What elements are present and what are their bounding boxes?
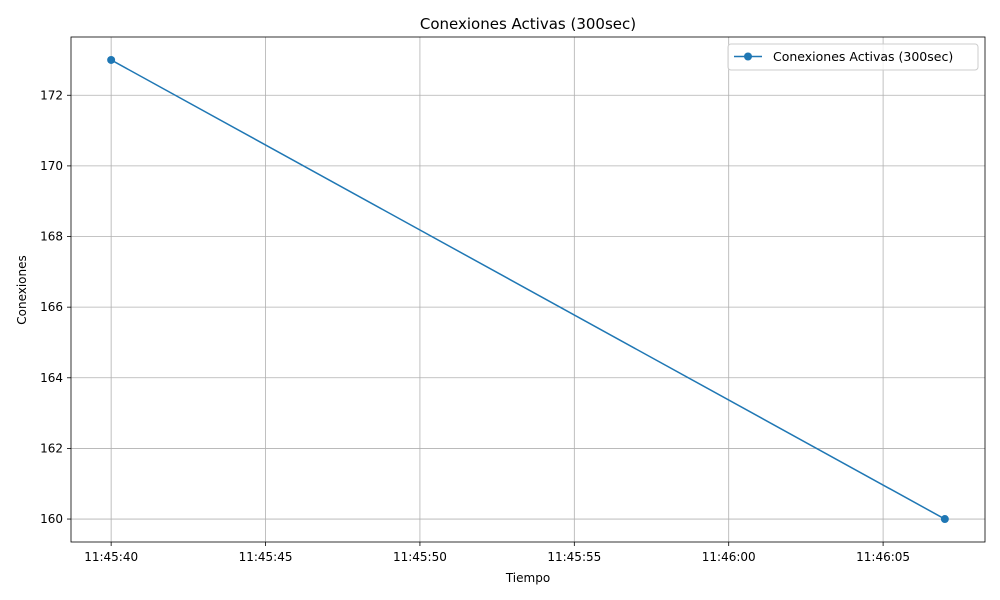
y-tick-label: 166	[40, 300, 63, 314]
x-axis-label: Tiempo	[505, 571, 550, 585]
data-point	[940, 515, 949, 524]
y-tick-label: 170	[40, 159, 63, 173]
x-tick-label: 11:45:50	[393, 550, 447, 564]
y-tick-label: 164	[40, 371, 63, 385]
y-axis: 160 162 164 166 168 170 172	[40, 88, 71, 526]
y-tick-label: 172	[40, 88, 63, 102]
x-axis: 11:45:40 11:45:45 11:45:50 11:45:55 11:46:00…	[84, 542, 910, 564]
series-line	[110, 59, 946, 520]
legend-marker-sample	[744, 52, 752, 61]
x-tick-label: 11:45:40	[84, 550, 138, 564]
x-tick-label: 11:45:55	[547, 550, 601, 564]
x-tick-label: 11:45:45	[239, 550, 293, 564]
chart-title: Conexiones Activas (300sec)	[420, 15, 636, 33]
x-tick-label: 11:46:00	[702, 550, 756, 564]
legend-box	[727, 43, 979, 71]
legend: Conexiones Activas (300sec)	[727, 43, 979, 71]
y-tick-label: 160	[40, 512, 63, 526]
grid	[71, 37, 985, 542]
legend-entry-label: Conexiones Activas (300sec)	[773, 49, 953, 64]
y-tick-label: 162	[40, 441, 63, 455]
data-point	[107, 55, 116, 64]
y-tick-label: 168	[40, 230, 63, 244]
y-axis-label: Conexiones	[15, 255, 29, 325]
plot-area-frame	[70, 36, 986, 543]
series-layer	[107, 55, 949, 524]
x-tick-label: 11:46:05	[856, 550, 910, 564]
